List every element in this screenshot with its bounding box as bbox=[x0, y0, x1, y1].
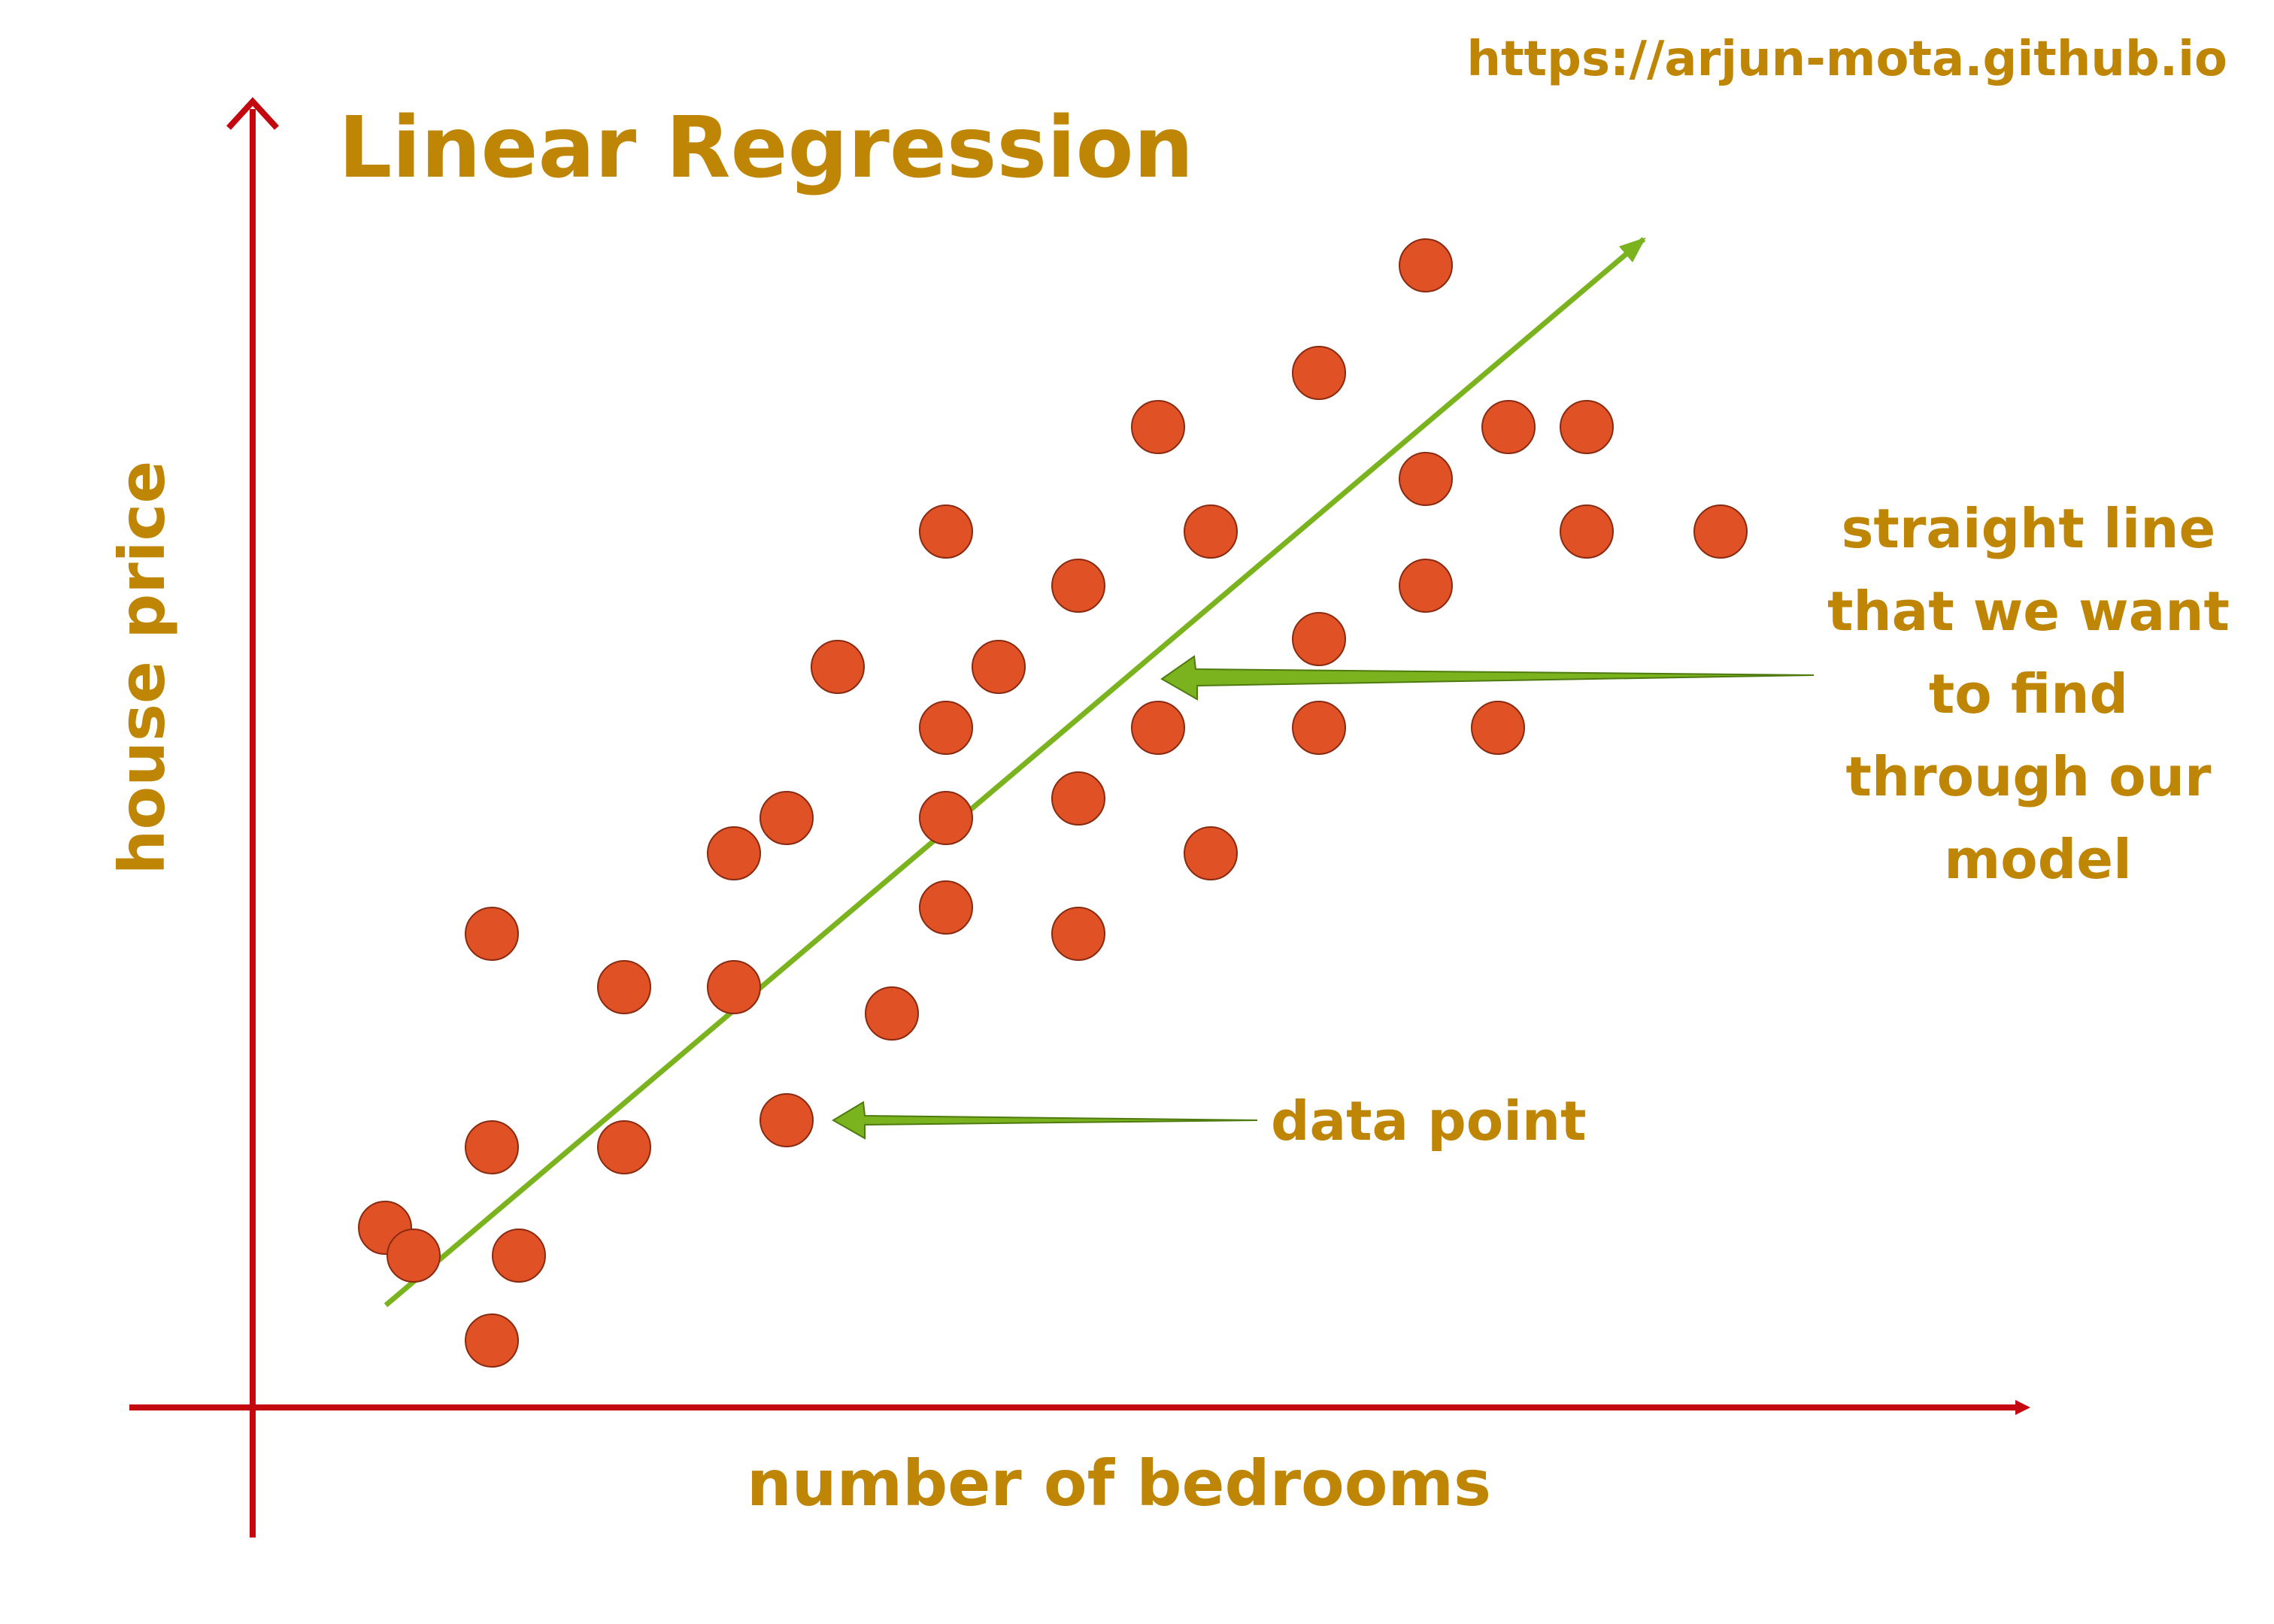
data-point bbox=[919, 880, 973, 935]
data-point bbox=[465, 907, 519, 961]
data-point bbox=[919, 701, 973, 755]
data-point bbox=[1131, 400, 1185, 454]
data-point bbox=[972, 640, 1026, 694]
point-annotation-arrow bbox=[832, 1101, 1258, 1140]
data-point bbox=[707, 960, 761, 1014]
data-point bbox=[1471, 701, 1525, 755]
data-point bbox=[1292, 346, 1346, 400]
diagram-title: Linear Regression bbox=[338, 99, 1193, 197]
data-point bbox=[811, 640, 865, 694]
data-point bbox=[1560, 400, 1614, 454]
data-point bbox=[1399, 559, 1453, 613]
x-axis bbox=[129, 1400, 2030, 1415]
y-axis bbox=[226, 97, 279, 1538]
point-annotation-label: data point bbox=[1271, 1089, 1587, 1153]
data-point bbox=[1051, 559, 1105, 613]
y-axis-label: house price bbox=[105, 461, 179, 875]
data-point bbox=[465, 1313, 519, 1368]
data-point bbox=[597, 960, 651, 1014]
data-point bbox=[1560, 504, 1614, 559]
data-point bbox=[1399, 238, 1453, 292]
data-point bbox=[919, 791, 973, 845]
data-point bbox=[1399, 452, 1453, 506]
data-point bbox=[1184, 504, 1238, 559]
data-point bbox=[465, 1120, 519, 1174]
data-point bbox=[707, 826, 761, 880]
data-point bbox=[1693, 504, 1748, 559]
data-point bbox=[597, 1120, 651, 1174]
data-point bbox=[492, 1229, 546, 1283]
data-point bbox=[1292, 612, 1346, 666]
data-points bbox=[358, 238, 1748, 1368]
regression-line bbox=[384, 237, 1646, 1307]
data-point bbox=[865, 986, 919, 1041]
line-annotation-label: straight line that we want to find throu… bbox=[1827, 497, 2248, 891]
x-axis-label: number of bedrooms bbox=[747, 1447, 1491, 1520]
line-annotation-arrow bbox=[1160, 655, 1815, 701]
site-url: https://arjun-mota.github.io bbox=[1466, 32, 2227, 87]
data-point bbox=[1051, 907, 1105, 961]
data-point bbox=[1481, 400, 1536, 454]
data-point bbox=[387, 1229, 441, 1283]
data-point bbox=[760, 791, 814, 845]
data-point bbox=[1051, 771, 1105, 826]
data-point bbox=[919, 504, 973, 559]
data-point bbox=[1184, 826, 1238, 880]
data-point bbox=[1292, 701, 1346, 755]
data-point bbox=[760, 1093, 814, 1147]
data-point bbox=[1131, 701, 1185, 755]
